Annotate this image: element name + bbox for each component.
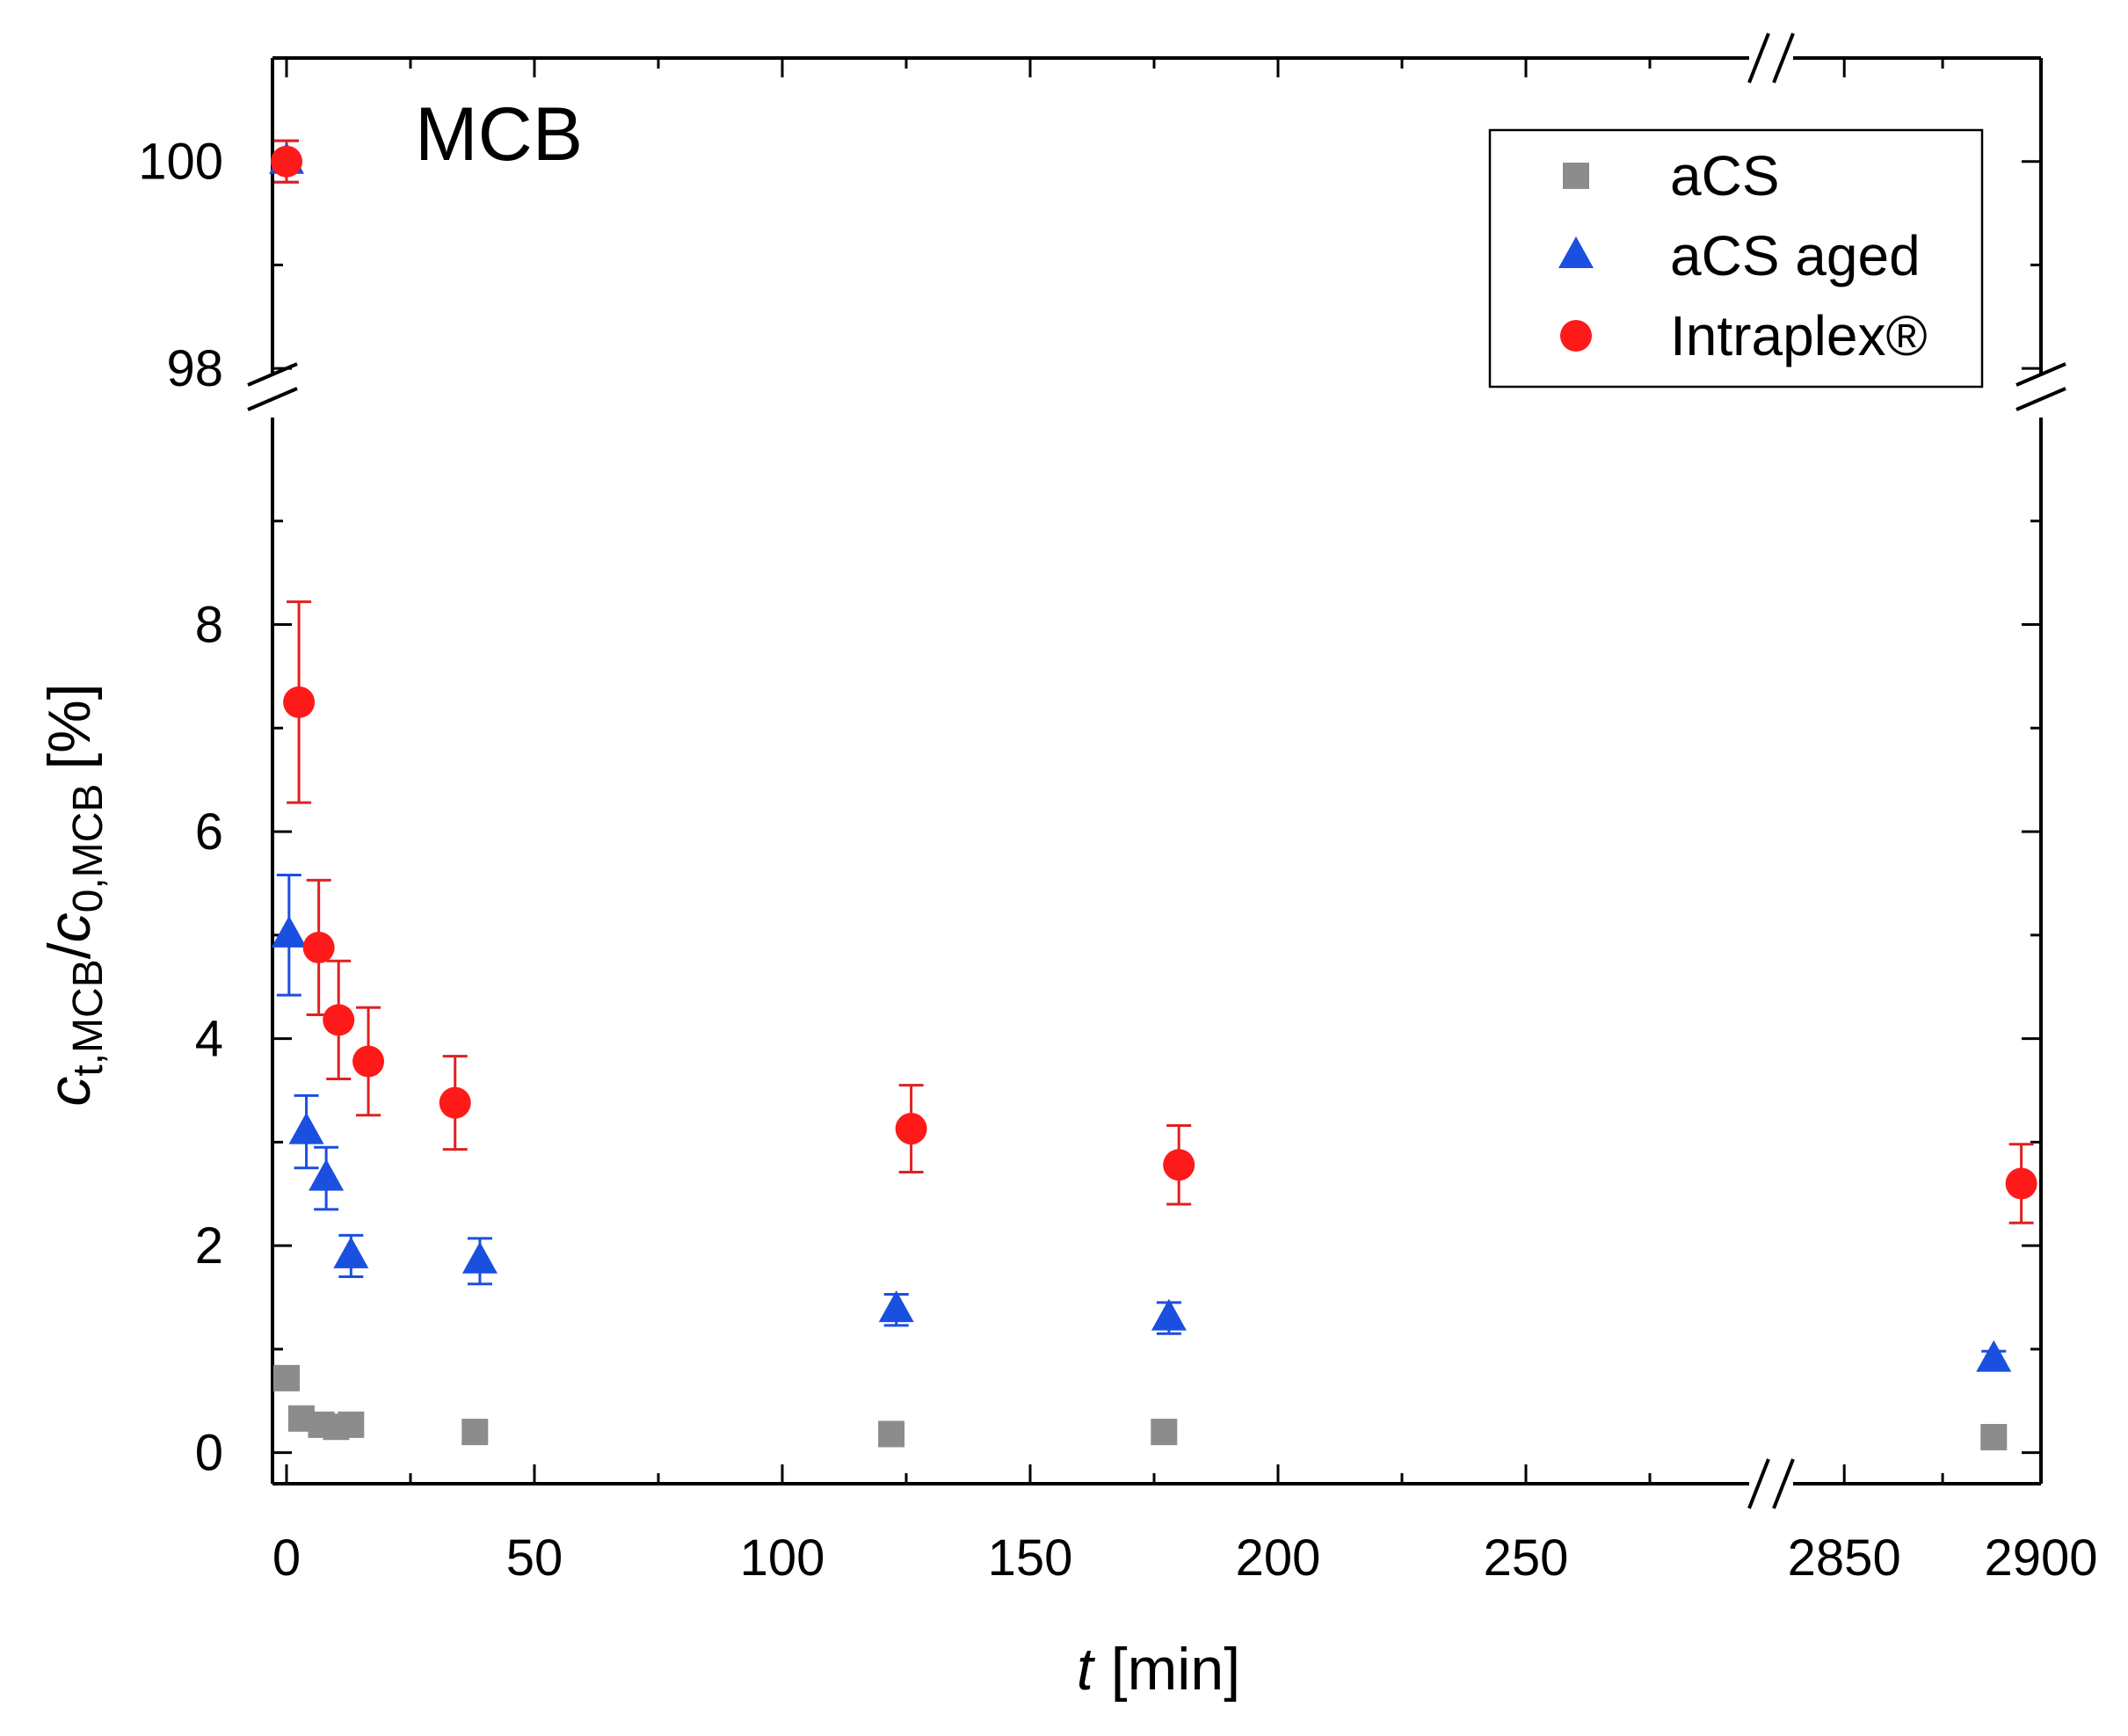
marker-triangle	[1151, 1298, 1187, 1331]
marker-circle	[2005, 1167, 2037, 1200]
legend-label-acs-aged: aCS aged	[1670, 224, 1921, 287]
y-tick-label: 100	[138, 134, 223, 191]
marker-triangle	[288, 1112, 324, 1144]
tick-labels: 0 50 100 150 200 250 2850 2900 0 2 4 6 8 98 100	[138, 134, 2097, 1587]
data-markers	[269, 142, 2037, 1451]
legend-markers	[1558, 163, 1594, 352]
x-tick-label: 150	[988, 1529, 1073, 1587]
marker-triangle	[271, 915, 307, 948]
x-tick-label: 100	[740, 1529, 825, 1587]
marker-circle	[439, 1086, 471, 1119]
marker-square	[461, 1419, 489, 1446]
y-axis-title-slash: /	[36, 942, 103, 959]
x-tick-label: 250	[1484, 1529, 1569, 1587]
tick-marks	[272, 56, 2043, 1484]
y-axis-title-sub1: t,MCB	[65, 959, 112, 1076]
y-tick-label: 2	[195, 1217, 223, 1275]
marker-triangle	[878, 1290, 914, 1323]
x-axis-title-variable: t	[1077, 1636, 1096, 1703]
marker-square	[1980, 1424, 2008, 1451]
panel-label: MCB	[415, 92, 583, 177]
marker-circle	[1163, 1149, 1195, 1181]
marker-triangle	[461, 1241, 498, 1274]
marker-circle	[895, 1113, 927, 1145]
marker-circle	[352, 1045, 385, 1078]
x-tick-label: 0	[272, 1529, 301, 1587]
marker-circle	[302, 931, 335, 963]
x-tick-label: 50	[506, 1529, 563, 1587]
y-tick-label: 0	[195, 1425, 223, 1482]
x-break-top-left	[1747, 33, 1770, 84]
marker-circle	[323, 1004, 355, 1036]
y-axis-title: ct,MCB/c0,MCB[%]	[36, 683, 112, 1106]
legend-marker-circle	[1560, 320, 1592, 352]
marker-triangle	[333, 1236, 369, 1268]
marker-square	[338, 1411, 365, 1438]
x-tick-label: 200	[1236, 1529, 1321, 1587]
y-break-left-lower	[247, 387, 298, 411]
x-tick-label: 2850	[1788, 1529, 1901, 1587]
marker-square	[273, 1364, 300, 1391]
x-axis-title-unit: [min]	[1111, 1636, 1240, 1703]
marker-square	[878, 1420, 905, 1448]
y-axis-title-group: ct,MCB/c0,MCB[%]	[36, 683, 112, 1106]
legend: aCS aCS aged Intraplex®	[1488, 128, 1984, 389]
plot-frame	[271, 56, 2043, 1485]
y-break-right-upper	[2015, 362, 2066, 387]
y-tick-label: 98	[166, 340, 223, 397]
y-axis-title-c1: c	[36, 1077, 103, 1107]
y-axis-title-c2: c	[36, 912, 103, 942]
x-axis-title: t [min]	[1077, 1636, 1240, 1703]
x-break-bottom-left	[1747, 1458, 1770, 1509]
y-axis-title-unit: [%]	[36, 683, 103, 769]
x-break-top-right	[1772, 33, 1795, 84]
legend-marker-triangle	[1558, 236, 1594, 268]
y-tick-label: 6	[195, 803, 223, 861]
y-tick-label: 8	[195, 597, 223, 654]
marker-square	[1151, 1419, 1178, 1446]
x-tick-label: 2900	[1984, 1529, 2097, 1587]
legend-label-intraplex: Intraplex®	[1670, 304, 1928, 367]
marker-triangle	[309, 1159, 345, 1191]
legend-label-acs: aCS	[1670, 144, 1780, 207]
marker-triangle	[1976, 1340, 2012, 1372]
marker-circle	[271, 145, 302, 178]
y-break-right-lower	[2015, 387, 2066, 411]
marker-circle	[283, 686, 316, 718]
y-tick-label: 4	[195, 1011, 223, 1068]
x-break-bottom-right	[1772, 1458, 1795, 1509]
axis-breaks	[247, 33, 2066, 1509]
legend-marker-square	[1563, 163, 1589, 189]
y-axis-title-sub2: 0,MCB	[65, 784, 112, 913]
